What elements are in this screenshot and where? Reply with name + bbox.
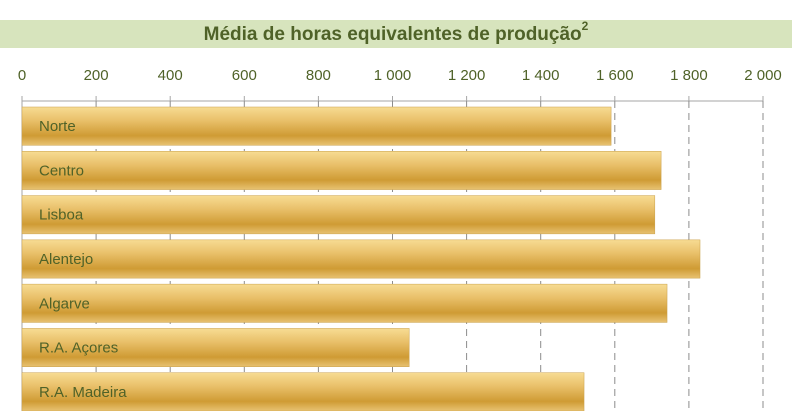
title-superscript: 2 — [582, 19, 589, 33]
category-label: Alentejo — [39, 251, 93, 268]
x-tick-label: 0 — [18, 67, 26, 84]
x-tick-label: 1 800 — [670, 67, 708, 84]
x-tick-label: 1 200 — [448, 67, 486, 84]
x-tick-label: 2 000 — [744, 67, 782, 84]
category-label: Lisboa — [39, 207, 84, 224]
bar — [21, 283, 668, 323]
category-label: R.A. Madeira — [39, 384, 127, 401]
x-tick-label: 600 — [232, 67, 257, 84]
x-tick-label: 200 — [84, 67, 109, 84]
category-label: Centro — [39, 162, 84, 179]
bar — [21, 195, 656, 235]
bar — [21, 328, 410, 367]
x-tick-label: 1 000 — [374, 67, 412, 84]
x-tick-label: 800 — [306, 67, 331, 84]
title-text: Média de horas equivalentes de produção — [204, 24, 582, 45]
bar — [21, 106, 612, 146]
x-tick-label: 1 600 — [596, 67, 634, 84]
title-band — [0, 20, 792, 48]
x-tick-label: 1 400 — [522, 67, 560, 84]
chart-title: Média de horas equivalentes de produção2 — [204, 19, 589, 45]
bar — [21, 239, 701, 279]
x-tick-label: 400 — [158, 67, 183, 84]
category-label: Algarve — [39, 295, 90, 312]
bar — [21, 151, 662, 190]
category-label: R.A. Açores — [39, 340, 118, 357]
bar — [21, 372, 585, 411]
category-label: Norte — [39, 118, 76, 135]
